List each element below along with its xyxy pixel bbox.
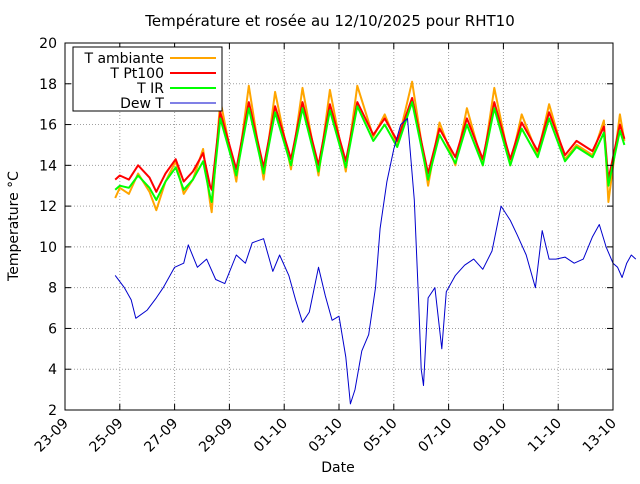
y-tick-label: 14 [39,158,57,174]
legend-label: T IR [136,81,164,97]
y-tick-label: 6 [48,321,57,337]
x-axis-label: Date [321,460,354,476]
y-tick-label: 16 [39,118,57,134]
y-tick-label: 10 [39,240,57,256]
y-tick-label: 2 [48,403,57,419]
chart-title: Température et rosée au 12/10/2025 pour … [144,12,515,30]
legend-label: T ambiante [83,51,164,67]
y-tick-label: 4 [48,362,57,378]
y-axis-label: Temperature °C [6,171,22,282]
legend-label: T Pt100 [109,66,164,82]
y-tick-label: 8 [48,281,57,297]
grid [65,43,613,410]
series-line-t-ir [114,101,626,203]
series-line-dew-t [114,117,637,405]
y-tick-label: 12 [39,199,57,215]
legend-label: Dew T [120,96,164,112]
series-line-t-pt100 [114,97,626,193]
series-layer [114,80,637,405]
y-tick-label: 18 [39,77,57,93]
y-tick-label: 20 [39,36,57,52]
